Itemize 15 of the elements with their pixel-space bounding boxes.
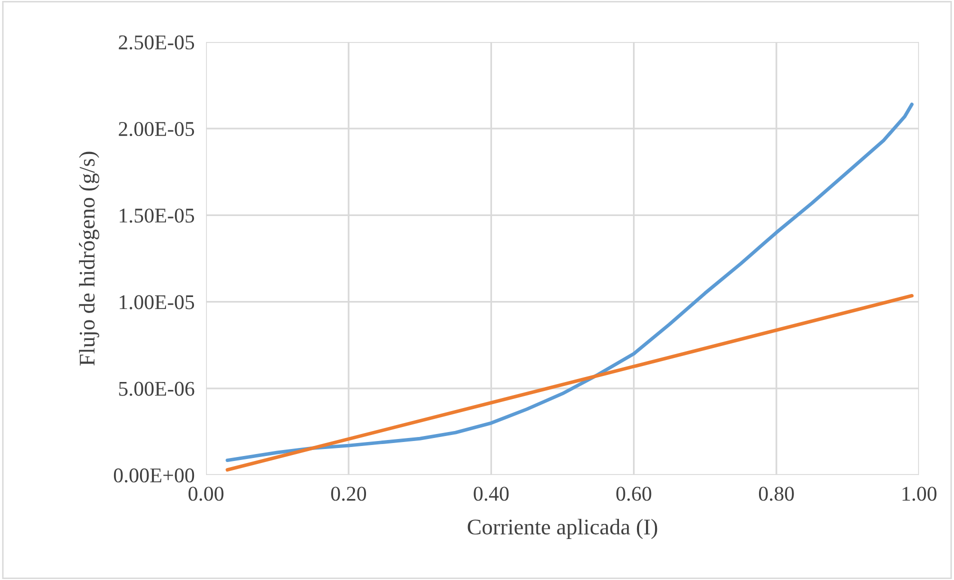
x-tick-label: 0.40 (474, 486, 509, 501)
y-tick-label: 2.50E-05 (118, 35, 194, 50)
x-tick-label: 0.20 (331, 486, 366, 501)
y-axis-title: Flujo de hidrógeno (g/s) (78, 152, 100, 366)
y-tick-label: 0.00E+00 (114, 468, 194, 483)
x-axis-title: Corriente aplicada (I) (468, 518, 658, 540)
x-tick-label: 0.80 (758, 486, 794, 501)
y-tick-label: 1.00E-05 (120, 295, 194, 310)
y-tick-label: 5.00E-06 (119, 382, 194, 396)
x-tick-label: 1.00 (902, 486, 936, 501)
y-tick-label: 2.00E-05 (118, 122, 194, 136)
line-series (226, 102, 914, 462)
y-tick-label: 1.50E-05 (120, 208, 194, 223)
x-tick-label: 0.00 (188, 486, 224, 501)
x-tick-label: 0.60 (616, 486, 652, 501)
